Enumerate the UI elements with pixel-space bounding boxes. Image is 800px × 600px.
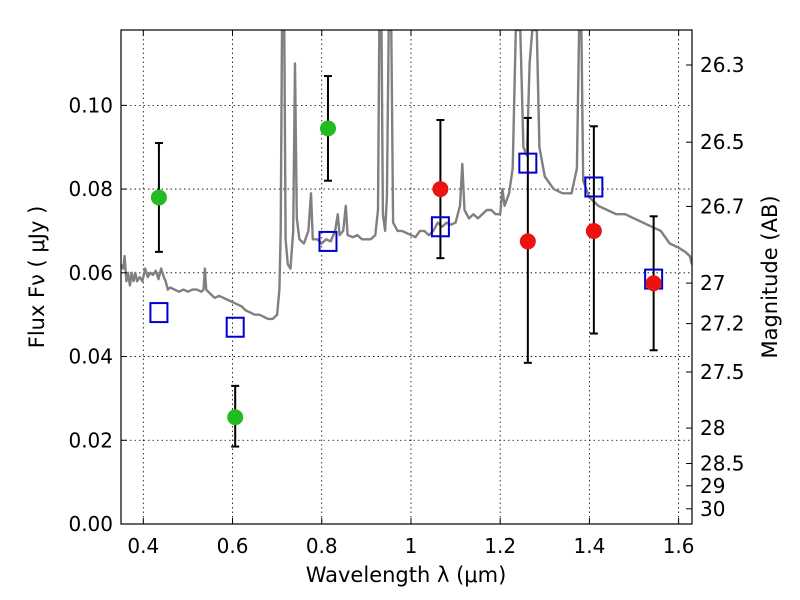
observed-flux-point xyxy=(150,189,167,206)
model-photometry-box xyxy=(318,230,338,252)
x-tick-label: 0.6 xyxy=(217,534,249,558)
magnitude-tick-label: 30 xyxy=(700,497,725,521)
model-photometry-box xyxy=(584,176,604,198)
magnitude-tick-label: 26.3 xyxy=(700,53,745,77)
y-axis-title: Flux Fν ( μJy ) xyxy=(25,206,49,349)
model-box-layer xyxy=(149,152,664,338)
magnitude-tick-label: 27.2 xyxy=(700,312,745,336)
x-tick-label: 1.2 xyxy=(484,534,516,558)
y-axis-ticks: 0.00 0.02 0.04 0.06 0.08 0.10 xyxy=(68,93,127,536)
y-tick-label: 0.10 xyxy=(68,93,113,117)
grid-layer xyxy=(121,30,692,524)
magnitude-tick-label: 28 xyxy=(700,416,725,440)
x-tick-label: 1.6 xyxy=(663,534,695,558)
y-tick-label: 0.00 xyxy=(68,512,113,536)
spectrum-layer xyxy=(121,30,692,321)
y-tick-label: 0.08 xyxy=(68,177,113,201)
model-photometry-box xyxy=(518,152,538,174)
x-tick-label: 1.4 xyxy=(573,534,605,558)
magnitude-tick-label: 26.7 xyxy=(700,194,745,218)
model-photometry-box xyxy=(430,216,450,238)
model-photometry-box xyxy=(225,316,245,338)
spectrum-line xyxy=(121,30,692,321)
x-tick-label: 0.4 xyxy=(127,534,159,558)
magnitude-tick-label: 27.5 xyxy=(700,360,745,384)
magnitude-axis-title: Magnitude (AB) xyxy=(758,195,782,358)
x-tick-label: 1 xyxy=(405,534,418,558)
x-axis-title: Wavelength λ (μm) xyxy=(306,563,507,587)
observed-point-layer xyxy=(150,120,662,426)
x-tick-label: 0.8 xyxy=(306,534,338,558)
observed-flux-point xyxy=(227,409,244,426)
observed-flux-point xyxy=(585,222,602,239)
observed-flux-point xyxy=(319,120,336,137)
magnitude-tick-label: 29 xyxy=(700,474,725,498)
magnitude-tick-label: 28.5 xyxy=(700,451,745,475)
y-tick-label: 0.04 xyxy=(68,345,113,369)
y-tick-label: 0.02 xyxy=(68,428,113,452)
magnitude-tick-label: 27 xyxy=(700,271,725,295)
observed-flux-point xyxy=(432,181,449,198)
model-photometry-box xyxy=(149,302,169,324)
y-tick-label: 0.06 xyxy=(68,261,113,285)
plot-frame xyxy=(120,29,693,525)
magnitude-tick-label: 26.5 xyxy=(700,130,745,154)
observed-flux-point xyxy=(645,275,662,292)
x-axis-ticks: 0.4 0.6 0.8 1 1.2 1.4 1.6 xyxy=(127,30,695,558)
observed-flux-point xyxy=(519,233,536,250)
